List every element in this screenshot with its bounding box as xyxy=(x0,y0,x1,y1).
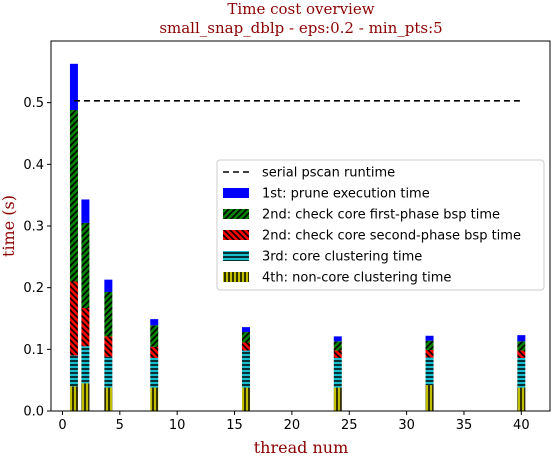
bar-segment xyxy=(242,350,251,388)
bar-segment xyxy=(69,110,78,282)
x-tick-label: 25 xyxy=(341,418,358,433)
bar-segment xyxy=(425,349,434,358)
bar-segment xyxy=(242,332,251,343)
bar-segment xyxy=(69,281,78,356)
x-tick-label: 40 xyxy=(513,418,530,433)
y-tick-label: 0.2 xyxy=(23,281,44,296)
legend-label: 2nd: check core first-phase bsp time xyxy=(262,208,500,223)
bar-segment xyxy=(425,340,434,350)
y-tick-label: 0.5 xyxy=(23,96,44,111)
bar-segment xyxy=(242,327,251,333)
x-tick-label: 15 xyxy=(226,418,243,433)
legend-label: 1st: prune execution time xyxy=(262,187,430,202)
y-tick-label: 0.3 xyxy=(23,220,44,235)
x-tick-label: 0 xyxy=(58,418,66,433)
y-tick-label: 0.4 xyxy=(23,158,44,173)
bar-segment xyxy=(333,350,342,358)
x-tick-label: 5 xyxy=(116,418,124,433)
bar-segment xyxy=(150,357,159,388)
bar-segment xyxy=(150,346,159,358)
bar-segment xyxy=(81,222,90,309)
y-tick-label: 0.0 xyxy=(23,405,44,420)
bar-segment xyxy=(517,350,526,358)
bar-segment xyxy=(81,383,90,411)
bar-segment xyxy=(425,335,434,341)
bar-segment xyxy=(425,385,434,411)
y-ticks: 0.0 0.1 0.2 0.3 0.4 0.5 xyxy=(23,96,51,420)
bar-segment xyxy=(517,341,526,351)
legend: serial pscan runtime 1st: prune execution… xyxy=(216,159,545,291)
legend-label: 3rd: core clustering time xyxy=(262,250,422,265)
legend-box xyxy=(216,159,545,291)
bar-segment xyxy=(150,319,159,326)
bar-segment xyxy=(104,336,113,357)
bar-segment xyxy=(104,279,113,292)
legend-swatch xyxy=(223,230,249,240)
y-axis-label: time (s) xyxy=(0,195,18,257)
legend-label: 2nd: check core second-phase bsp time xyxy=(262,229,521,244)
bar-segment xyxy=(81,308,90,347)
bar-segment xyxy=(104,356,113,388)
bar-segment xyxy=(517,387,526,411)
bar-segment xyxy=(104,291,113,337)
bars-layer xyxy=(69,63,526,411)
bar-segment xyxy=(517,357,526,388)
x-tick-label: 35 xyxy=(456,418,473,433)
chart-title: Time cost overview xyxy=(227,0,374,18)
x-tick-label: 20 xyxy=(284,418,301,433)
legend-swatch xyxy=(223,188,249,198)
y-tick-label: 0.1 xyxy=(23,343,44,358)
bar-segment xyxy=(104,387,113,411)
bar-segment xyxy=(333,357,342,388)
bar-segment xyxy=(333,387,342,411)
bar-segment xyxy=(517,335,526,342)
x-axis-label: thread num xyxy=(254,438,349,456)
bar-segment xyxy=(333,341,342,351)
x-ticks: 0 5 10 15 20 25 30 35 40 xyxy=(58,411,530,433)
legend-swatch xyxy=(223,272,249,282)
bar-segment xyxy=(150,325,159,347)
legend-label: serial pscan runtime xyxy=(262,166,395,181)
bar-segment xyxy=(242,387,251,411)
bar-segment xyxy=(150,387,159,411)
x-tick-label: 10 xyxy=(169,418,186,433)
bar-segment xyxy=(81,199,90,223)
bar-segment xyxy=(69,386,78,411)
chart-subtitle: small_snap_dblp - eps:0.2 - min_pts:5 xyxy=(159,19,442,37)
legend-swatch xyxy=(223,251,249,261)
bar-segment xyxy=(425,357,434,386)
bar-segment xyxy=(69,63,78,111)
bar-segment xyxy=(242,342,251,351)
legend-swatch xyxy=(223,209,249,219)
legend-label: 4th: non-core clustering time xyxy=(262,271,451,286)
bar-segment xyxy=(333,336,342,342)
bar-segment xyxy=(69,355,78,387)
x-tick-label: 30 xyxy=(398,418,415,433)
bar-segment xyxy=(81,346,90,384)
legend-items: serial pscan runtime 1st: prune execution… xyxy=(223,166,521,286)
